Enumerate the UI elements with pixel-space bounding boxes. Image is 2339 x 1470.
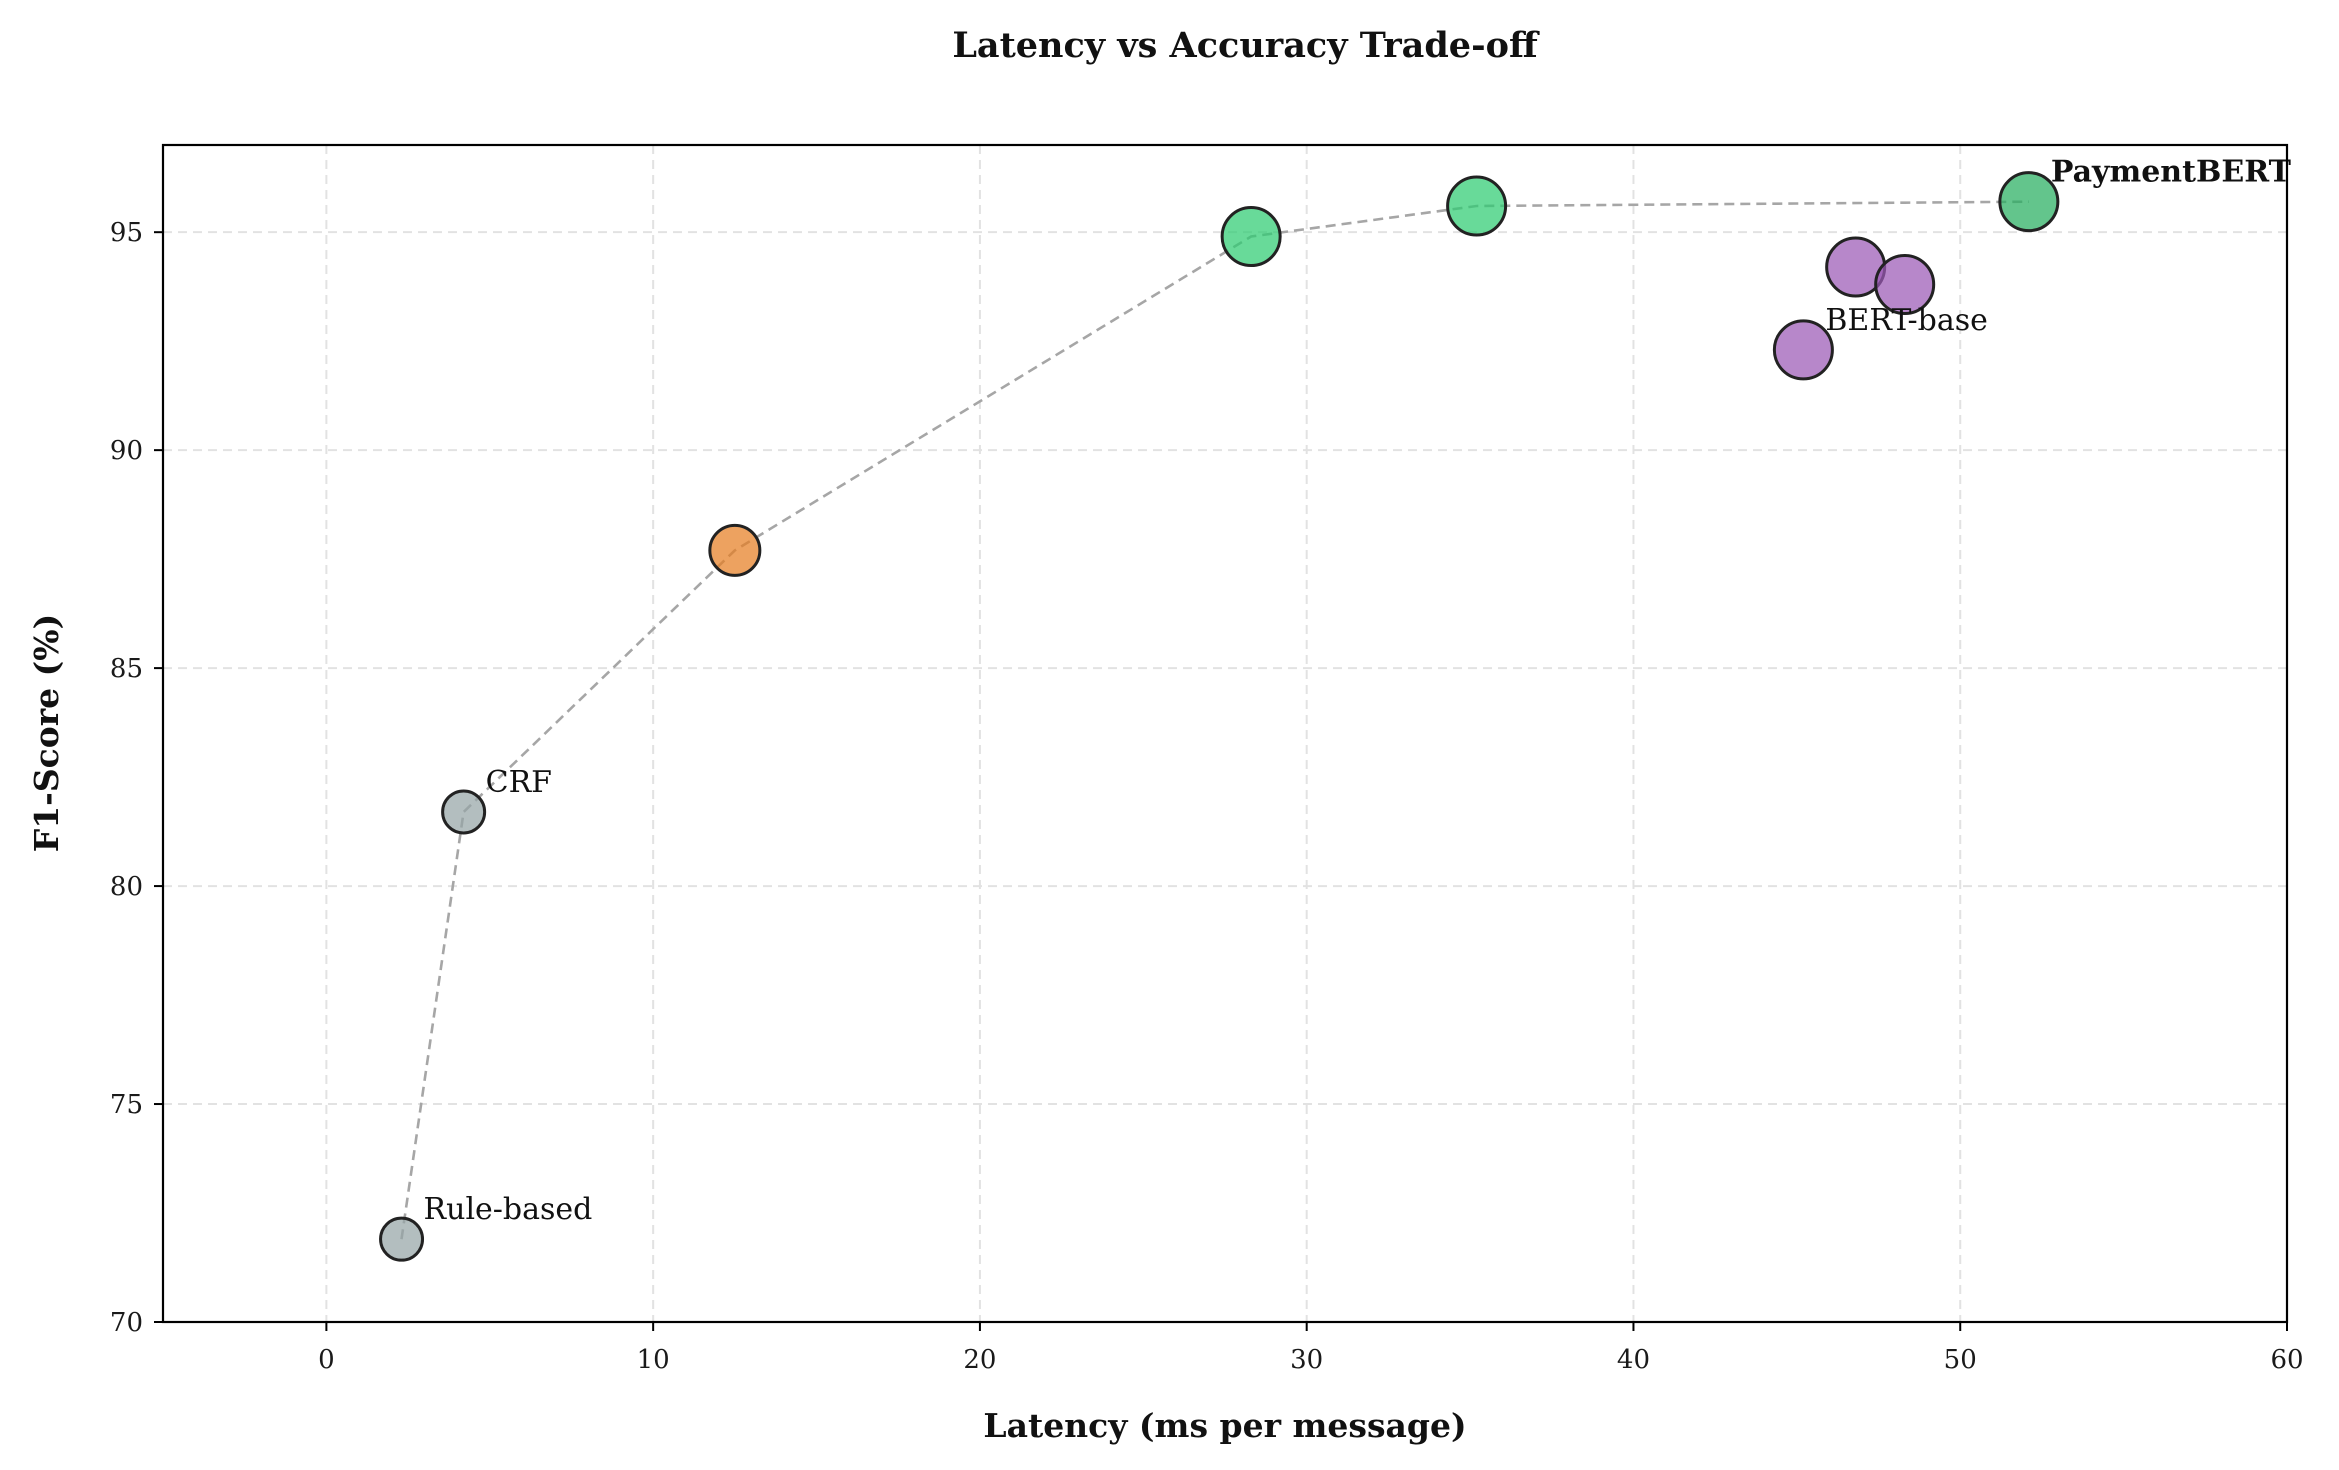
frontier-line-group <box>400 200 2029 1240</box>
data-point <box>1772 319 1834 381</box>
y-axis-label: F1-Score (%) <box>27 614 66 852</box>
frontier-line <box>400 200 2029 1240</box>
data-point <box>1220 206 1282 268</box>
data-point <box>1446 175 1508 237</box>
y-tick-label: 80 <box>110 872 143 902</box>
x-axis-label: Latency (ms per message) <box>983 1406 1466 1445</box>
x-tick-label: 60 <box>2270 1345 2303 1375</box>
x-tick-label: 0 <box>318 1345 335 1375</box>
data-point <box>708 523 762 577</box>
y-tick-label: 90 <box>110 436 143 466</box>
plot-frame <box>161 143 2289 1324</box>
grid <box>163 145 2288 1322</box>
axis-ticks: 0 10 20 30 40 50 60 70 75 80 85 90 95 <box>110 218 2304 1375</box>
y-tick-label: 75 <box>110 1090 143 1120</box>
data-point <box>1874 253 1936 315</box>
x-tick-label: 40 <box>1617 1345 1650 1375</box>
data-point <box>441 789 487 835</box>
x-tick-label: 20 <box>963 1345 996 1375</box>
x-tick-label: 10 <box>637 1345 670 1375</box>
y-tick-label: 85 <box>110 654 143 684</box>
chart-title: Latency vs Accuracy Trade-off <box>952 25 1540 66</box>
y-tick-label: 70 <box>110 1308 143 1338</box>
point-annotation: CRF <box>486 765 552 800</box>
data-point <box>1998 171 2060 233</box>
point-annotation: BERT-base <box>1825 303 1988 338</box>
data-points <box>379 171 2060 1262</box>
data-point <box>379 1216 425 1262</box>
x-tick-label: 30 <box>1290 1345 1323 1375</box>
y-tick-label: 95 <box>110 218 143 248</box>
point-annotations: Rule-based CRF PaymentBERT BERT-base <box>424 155 2292 1228</box>
x-tick-label: 50 <box>1944 1345 1977 1375</box>
point-annotation: Rule-based <box>424 1192 593 1227</box>
point-annotation: PaymentBERT <box>2051 155 2292 190</box>
